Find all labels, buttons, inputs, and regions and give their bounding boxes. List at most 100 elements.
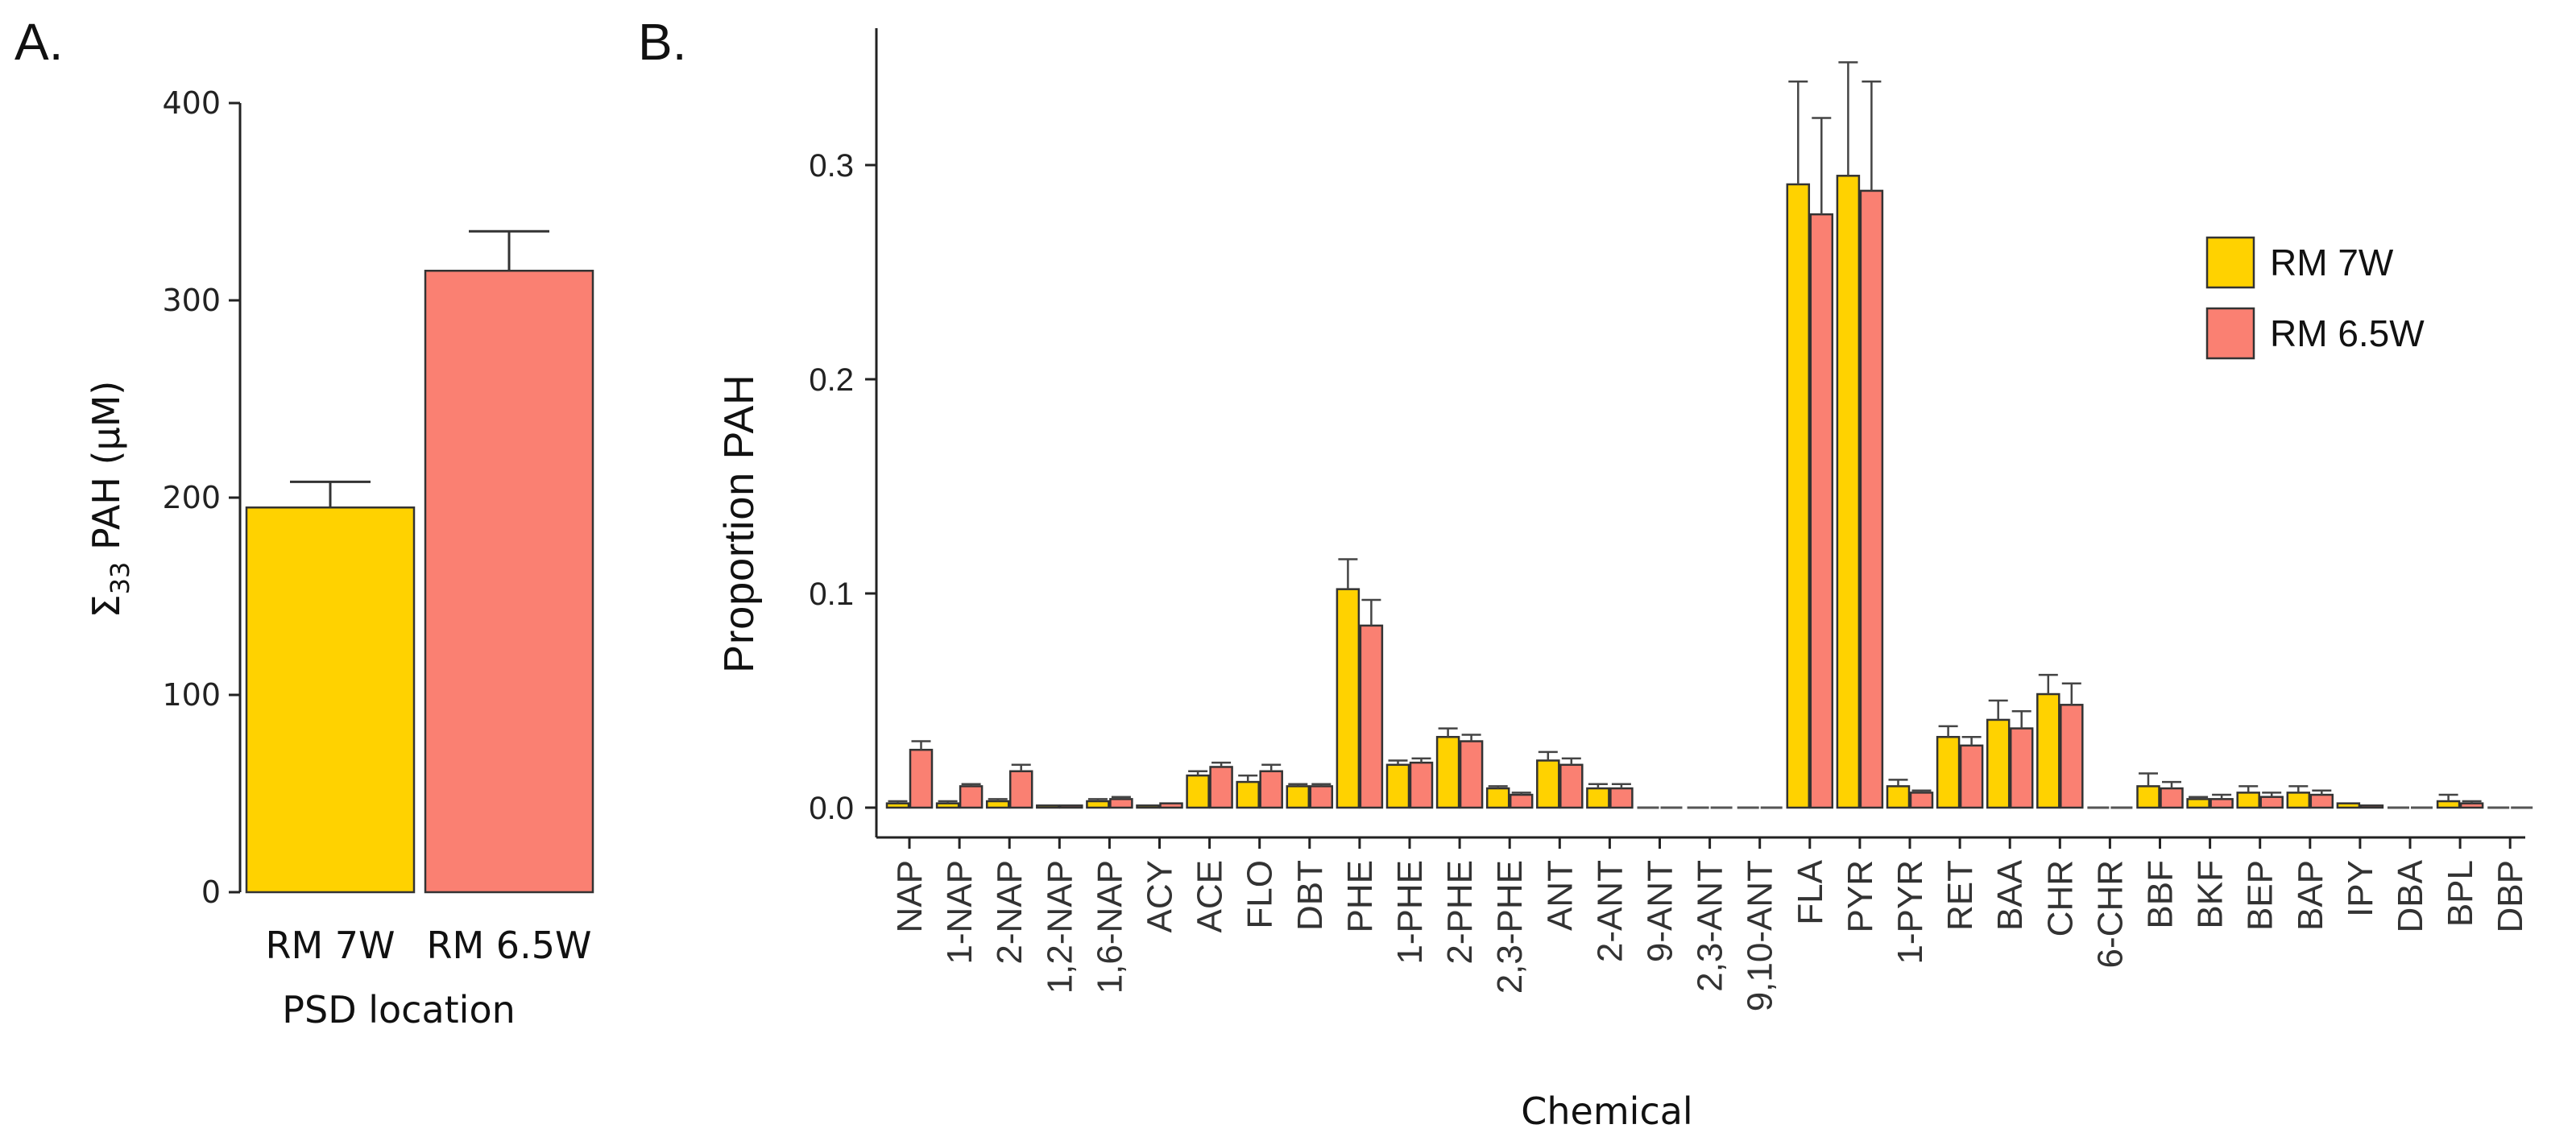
panel-b-bar: [1008, 770, 1033, 809]
panel-b-bar: [1286, 785, 1311, 809]
panel-a-bars: [245, 229, 594, 894]
panel-b-x-tick-label: BBF: [2141, 860, 2180, 929]
panel-b-bar: [1836, 175, 1861, 809]
panel-b-bar: [2009, 727, 2034, 809]
panel-b-bar: [1159, 802, 1183, 809]
panel-a-bar: [245, 506, 416, 894]
panel-b-bar: [1385, 763, 1410, 809]
panel-b-y-tick-label: 0.3: [809, 148, 854, 184]
panel-a-y-tick-label: 300: [162, 283, 221, 318]
panel-b-x-tick-label: BAP: [2291, 860, 2330, 931]
panel-b-bar: [1536, 759, 1560, 809]
panel-a-y-axis-rest: PAH (µM): [85, 381, 128, 562]
panel-a-y-tick-label: 100: [162, 677, 221, 713]
panel-b-bar: [2259, 796, 2284, 809]
panel-b-bar: [1336, 588, 1360, 809]
panel-a-y-axis-subscript: 33: [105, 562, 135, 595]
panel-b-bar: [1509, 793, 1534, 809]
panel-b-x-tick-label: DBT: [1290, 860, 1330, 931]
panel-b-bar: [1109, 798, 1133, 809]
panel-b-bar: [2136, 785, 2160, 809]
panel-b-x-tick-label: 9-ANT: [1641, 860, 1680, 962]
panel-b-x-tick-label: DBA: [2391, 859, 2430, 932]
panel-b-letter: B.: [638, 13, 686, 71]
panel-b-bar: [1435, 735, 1460, 809]
panel-b-bar: [1609, 787, 1634, 809]
panel-b-x-tick-label: BAA: [1990, 859, 2030, 931]
panel-a-y-tick-label: 200: [162, 480, 221, 515]
panel-b-x-tick-label: 1-NAP: [940, 860, 979, 965]
panel-b-bar: [1209, 766, 1233, 809]
panel-b-x-tick-label: 6-CHR: [2090, 860, 2130, 968]
panel-b-x-tick-label: ANT: [1540, 860, 1580, 931]
panel-b-y-tick-label: 0.1: [809, 577, 854, 612]
panel-b-x-tick-label: 1,6-NAP: [1090, 860, 1129, 994]
panel-b-bar: [1309, 785, 1334, 809]
panel-a-y-tick-label: 400: [162, 85, 221, 121]
panel-b-x-tick-label: CHR: [2040, 860, 2080, 936]
panel-b-chart: 0.0 0.1 0.2 0.3 NAP 1-NAP 2-NAP 1,2-NAP 1,6-NAP…: [716, 28, 2533, 1133]
panel-b-x-tick-label: BEP: [2241, 860, 2280, 931]
panel-b-x-tick-label: 9,10-ANT: [1741, 860, 1780, 1011]
panel-b-x-tick-label: 2-ANT: [1590, 860, 1630, 962]
panel-b-x-tick-label: 2-NAP: [990, 860, 1029, 965]
panel-b-x-tick-label: IPY: [2341, 860, 2380, 917]
panel-b-bar: [1986, 718, 2011, 809]
panel-b-x-tick-label: RET: [1940, 860, 1980, 931]
panel-b-x-tick-label: PYR: [1841, 860, 1880, 932]
panel-a-bar: [424, 270, 594, 894]
panel-b-bar: [1259, 770, 1283, 809]
panel-a-y-ticks: 0 100 200 300 400: [162, 85, 240, 910]
panel-b-bar: [1909, 792, 1934, 809]
panel-b-x-axis-title: Chemical: [1521, 1089, 1692, 1133]
panel-a-x-tick-label: RM 6.5W: [427, 924, 592, 967]
panel-b-x-tick-label: 1,2-NAP: [1040, 860, 1079, 994]
panel-b-bar: [1136, 804, 1160, 809]
panel-b-bar: [1959, 744, 1984, 809]
panel-b-bar: [2209, 798, 2234, 809]
panel-b-bar: [1359, 624, 1384, 809]
panel-a-y-axis-sigma: Σ: [85, 594, 128, 618]
panel-b-y-tick-label: 0.2: [809, 362, 854, 398]
panel-b-x-tick-label: PHE: [1340, 860, 1380, 932]
panel-b-y-axis-title: Proportion PAH: [716, 374, 763, 672]
panel-a-letter: A.: [14, 13, 63, 71]
panel-b-bar: [1059, 804, 1083, 809]
panel-b-legend-swatch: [2205, 236, 2255, 289]
panel-b-bar: [1886, 785, 1911, 809]
panel-a-x-tick-label: RM 7W: [265, 924, 395, 967]
panel-b-y-ticks: 0.0 0.1 0.2 0.3: [809, 148, 876, 826]
panel-b-x-tick-label: 2-PHE: [1440, 860, 1480, 965]
panel-b-x-tick-label: 2,3-PHE: [1490, 860, 1530, 994]
panel-b-bar: [909, 748, 934, 809]
panel-a-y-axis-title: Σ33 PAH (µM): [85, 381, 135, 618]
panel-b-bar: [1086, 800, 1110, 809]
panel-b-bar: [2060, 704, 2084, 809]
panel-b-bar: [1936, 735, 1961, 809]
panel-b-x-tick-label: ACY: [1141, 860, 1180, 932]
panel-b-bar: [2186, 798, 2210, 809]
panel-b-bar: [985, 800, 1010, 809]
panel-b-bar: [885, 802, 910, 809]
panel-b-bar: [1459, 740, 1484, 809]
panel-b-x-tick-label: 1-PYR: [1891, 860, 1930, 965]
panel-b-bar: [2236, 792, 2260, 809]
panel-b-x-ticks: NAP 1-NAP 2-NAP 1,2-NAP 1,6-NAP ACY ACE FLO DBT P…: [890, 837, 2530, 1011]
panel-b-bar: [1409, 761, 1434, 809]
panel-b-x-tick-label: 2,3-ANT: [1691, 860, 1730, 992]
panel-b-bar: [1859, 189, 1884, 809]
panel-b-bar: [2036, 692, 2060, 809]
panel-b-bar: [1036, 804, 1060, 809]
panel-b-x-tick-label: DBP: [2491, 860, 2530, 932]
panel-b-bars: [885, 61, 2533, 809]
panel-b-bar: [1559, 763, 1584, 809]
panel-b-bar: [2459, 802, 2484, 809]
panel-b-x-tick-label: BKF: [2191, 860, 2230, 929]
panel-b-bar: [2336, 802, 2361, 809]
panel-a-x-ticks: RM 7W RM 6.5W: [265, 924, 591, 967]
panel-b-y-tick-label: 0.0: [809, 791, 854, 826]
panel-b-x-tick-label: FLA: [1791, 859, 1830, 924]
panel-b-bar: [1186, 774, 1210, 809]
panel-b-legend-label: RM 7W: [2270, 242, 2394, 283]
